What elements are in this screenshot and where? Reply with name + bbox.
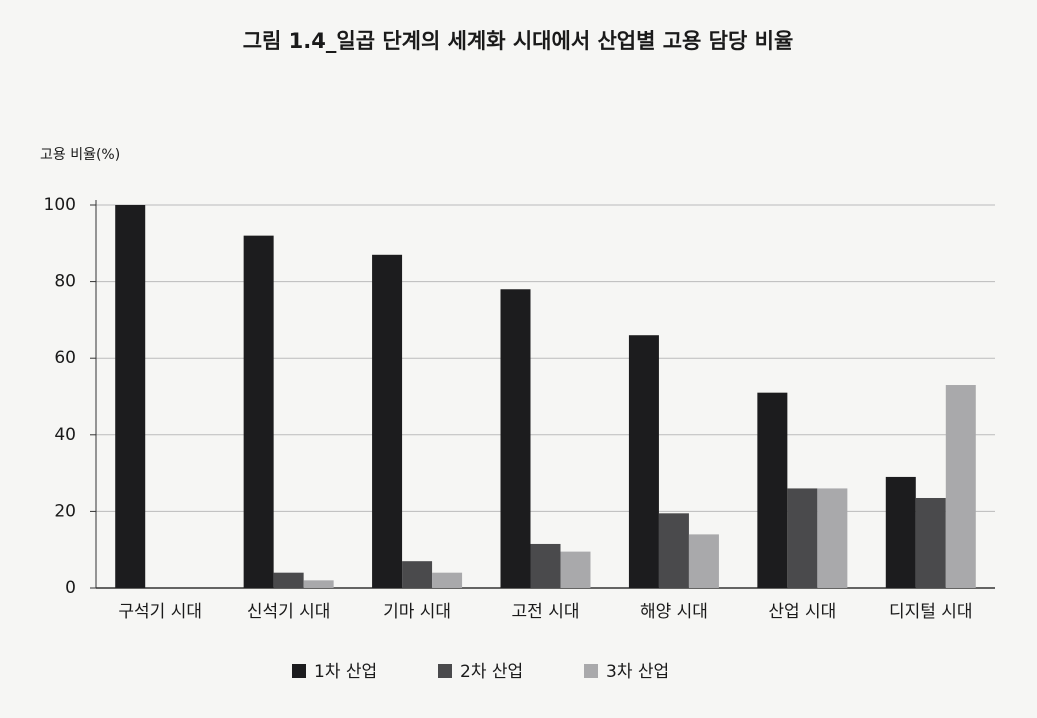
legend-label: 2차 산업 [460,662,523,682]
y-tick-label: 40 [54,425,76,445]
legend-label: 1차 산업 [314,662,377,682]
bar [757,392,788,588]
bar [560,551,591,588]
legend-swatch [584,664,598,678]
bar [885,476,916,588]
x-tick-label: 기마 시대 [383,602,451,622]
chart-title: 그림 1.4_일곱 단계의 세계화 시대에서 산업별 고용 담당 비율 [243,29,794,53]
bar [817,488,848,588]
x-tick-label: 디지털 시대 [889,602,973,622]
bar [500,289,531,588]
bar [530,543,561,588]
legend-swatch [438,664,452,678]
x-tick-label: 구석기 시대 [118,602,202,622]
bar [243,235,274,588]
x-tick-label: 산업 시대 [768,602,836,622]
y-tick-label: 80 [54,272,76,292]
y-tick-label: 60 [54,348,76,368]
y-axis-label: 고용 비율(%) [40,147,120,163]
bar [115,205,146,588]
bar [628,335,659,588]
bar [658,513,689,588]
legend-swatch [292,664,306,678]
x-tick-label: 해양 시대 [640,602,708,622]
bar [945,385,976,588]
bar [915,497,946,588]
y-tick-label: 0 [65,578,76,598]
y-tick-label: 100 [44,195,76,215]
bar [432,572,463,588]
bar [402,561,433,588]
x-tick-label: 고전 시대 [512,602,580,622]
bar [787,488,818,588]
bar [303,580,334,588]
bar [372,254,403,589]
x-tick-label: 신석기 시대 [247,602,331,622]
bar [688,534,719,588]
legend-label: 3차 산업 [606,662,669,682]
y-tick-label: 20 [54,501,76,521]
bar [273,572,304,588]
